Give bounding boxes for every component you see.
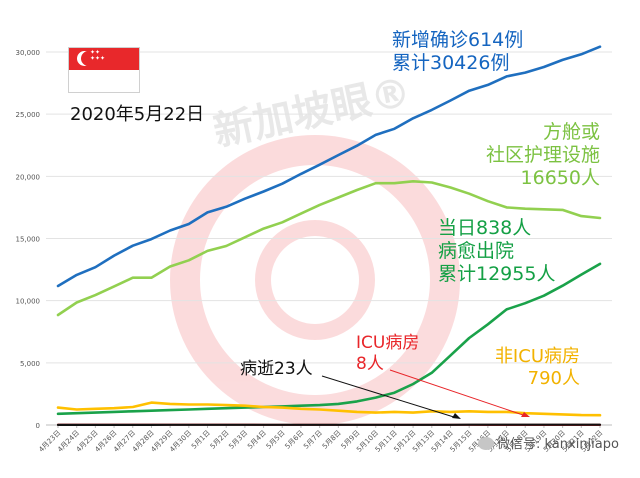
- y-axis: 0 5,000 10,000 15,000 20,000 25,000 30,000: [16, 49, 41, 430]
- arrows: [321, 369, 530, 419]
- series-lines: [56, 45, 602, 426]
- non-icu-annotation: 非ICU病房 790人: [495, 346, 580, 390]
- y-tick-label: 0: [36, 422, 40, 430]
- total-annotation: 新增确诊614例 累计30426例: [392, 29, 523, 75]
- x-tick-label: 5月3日: [227, 429, 249, 451]
- y-tick-label: 10,000: [16, 298, 41, 306]
- y-tick-label: 5,000: [20, 360, 40, 368]
- x-tick-label: 5月8日: [321, 429, 343, 451]
- total-annotation-line-2: 累计30426例: [392, 52, 510, 75]
- discharged-annotation-line-2: 病愈出院: [438, 240, 515, 263]
- deaths-arrowhead: [452, 413, 461, 419]
- non-icu-annotation-line-2: 790人: [527, 367, 580, 389]
- non-icu-annotation-line-1: 非ICU病房: [494, 346, 580, 367]
- discharged-annotation: 当日838人 病愈出院 累计12955人: [438, 217, 555, 287]
- series-line-community: [56, 180, 602, 317]
- community-annotation: 方舱或 社区护理设施 16650人: [486, 121, 600, 191]
- source-credit-text: 微信号: kanxinjiapo: [497, 437, 619, 452]
- icu-arrowhead: [521, 412, 530, 417]
- icu-annotation-line-2: 8人: [356, 353, 384, 374]
- x-tick-label: 5月2日: [209, 429, 231, 451]
- icu-annotation: ICU病房 8人: [356, 333, 419, 374]
- community-annotation-line-2: 社区护理设施: [485, 144, 600, 167]
- deaths-arrow: [321, 375, 458, 419]
- total-annotation-line-1: 新增确诊614例: [392, 29, 524, 51]
- x-tick-label: 5月6日: [284, 429, 306, 451]
- source-credit: 微信号: kanxinjiapo: [478, 437, 619, 453]
- series-line-non_icu: [56, 401, 602, 417]
- watermark-core: [255, 220, 375, 340]
- x-tick-label: 5月7日: [302, 429, 324, 451]
- discharged-annotation-line-3: 累计12955人: [438, 263, 556, 286]
- deaths-annotation: 病逝23人: [240, 359, 313, 379]
- y-tick-label: 15,000: [16, 236, 41, 244]
- community-annotation-line-1: 方舱或: [542, 121, 600, 143]
- x-tick-label: 5月4日: [246, 429, 268, 451]
- series-line-discharged: [56, 262, 602, 416]
- community-annotation-line-3: 16650人: [520, 167, 600, 190]
- x-tick-label: 5月5日: [265, 429, 287, 451]
- y-tick-label: 25,000: [16, 111, 41, 119]
- wechat-icon: [478, 437, 494, 450]
- icu-arrow: [389, 369, 527, 417]
- x-tick-label: 5月1日: [190, 429, 212, 451]
- y-tick-label: 30,000: [16, 49, 41, 57]
- chart-date: 2020年5月22日: [70, 104, 205, 125]
- y-tick-label: 20,000: [16, 173, 41, 181]
- singapore-flag-icon: ✦✦ ✦✦✦: [68, 47, 140, 93]
- discharged-annotation-line-1: 当日838人: [438, 217, 532, 239]
- icu-annotation-line-1: ICU病房: [356, 333, 420, 353]
- series-line-total: [56, 45, 602, 288]
